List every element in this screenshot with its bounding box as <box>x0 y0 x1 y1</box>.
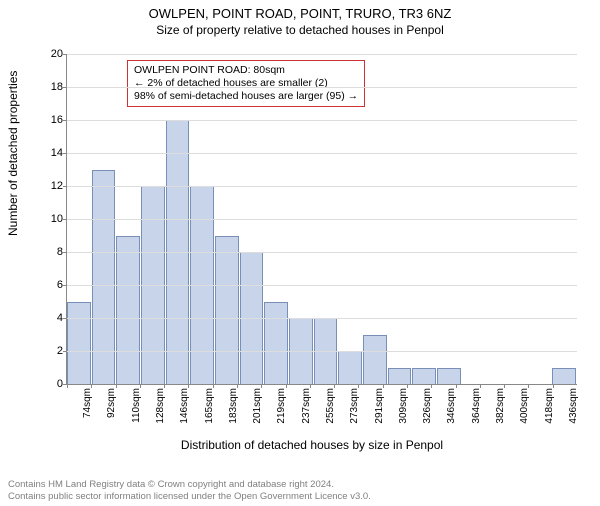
gridline <box>67 54 577 55</box>
plot-area: OWLPEN POINT ROAD: 80sqm ← 2% of detache… <box>66 54 577 385</box>
xtick-mark <box>407 384 408 388</box>
xtick-mark <box>286 384 287 388</box>
xtick-mark <box>67 384 68 388</box>
ytick-label: 4 <box>57 312 63 324</box>
ytick-mark <box>63 186 67 187</box>
xtick-label: 346sqm <box>446 388 457 424</box>
bar <box>264 302 288 385</box>
xtick-label: 291sqm <box>374 388 385 424</box>
xtick-label: 128sqm <box>155 388 166 424</box>
xtick-mark <box>553 384 554 388</box>
xtick-label: 364sqm <box>471 388 482 424</box>
xtick-label: 110sqm <box>131 388 142 423</box>
ytick-mark <box>63 120 67 121</box>
ytick-label: 10 <box>51 213 63 225</box>
ytick-mark <box>63 54 67 55</box>
xtick-mark <box>431 384 432 388</box>
xtick-mark <box>480 384 481 388</box>
chart-title: OWLPEN, POINT ROAD, POINT, TRURO, TR3 6N… <box>0 6 600 21</box>
bar <box>388 368 412 385</box>
xtick-label: 436sqm <box>568 388 579 424</box>
xtick-mark <box>261 384 262 388</box>
chart-subtitle: Size of property relative to detached ho… <box>0 23 600 37</box>
annotation-line3: 98% of semi-detached houses are larger (… <box>134 90 358 103</box>
bar <box>215 236 239 385</box>
ytick-label: 12 <box>51 180 63 192</box>
xtick-label: 326sqm <box>422 388 433 424</box>
bar <box>412 368 436 385</box>
xtick-mark <box>504 384 505 388</box>
xtick-label: 382sqm <box>495 388 506 424</box>
gridline <box>67 252 577 253</box>
xtick-label: 418sqm <box>544 388 555 424</box>
gridline <box>67 87 577 88</box>
xtick-mark <box>358 384 359 388</box>
ytick-label: 18 <box>51 81 63 93</box>
ytick-label: 0 <box>57 378 63 390</box>
xtick-mark <box>383 384 384 388</box>
xtick-mark <box>91 384 92 388</box>
xtick-mark <box>188 384 189 388</box>
gridline <box>67 186 577 187</box>
xtick-label: 237sqm <box>301 388 312 424</box>
footer-line2: Contains public sector information licen… <box>8 491 371 502</box>
ytick-label: 2 <box>57 345 63 357</box>
annotation-box: OWLPEN POINT ROAD: 80sqm ← 2% of detache… <box>127 60 365 107</box>
xtick-label: 74sqm <box>82 388 93 418</box>
xtick-label: 201sqm <box>252 388 263 424</box>
ytick-label: 6 <box>57 279 63 291</box>
xtick-label: 219sqm <box>276 388 287 424</box>
gridline <box>67 351 577 352</box>
bar <box>363 335 387 385</box>
xtick-mark <box>116 384 117 388</box>
bar <box>437 368 461 385</box>
ytick-label: 14 <box>51 147 63 159</box>
xtick-mark <box>528 384 529 388</box>
xtick-label: 309sqm <box>398 388 409 424</box>
xtick-label: 146sqm <box>179 388 190 424</box>
xtick-mark <box>237 384 238 388</box>
gridline <box>67 153 577 154</box>
footer-attribution: Contains HM Land Registry data © Crown c… <box>8 479 371 502</box>
xtick-mark <box>456 384 457 388</box>
ytick-mark <box>63 285 67 286</box>
gridline <box>67 318 577 319</box>
xtick-mark <box>213 384 214 388</box>
xtick-mark <box>334 384 335 388</box>
y-axis-label: Number of detached properties <box>6 71 20 236</box>
bar <box>116 236 140 385</box>
bar <box>338 351 362 384</box>
ytick-label: 20 <box>51 48 63 60</box>
ytick-label: 8 <box>57 246 63 258</box>
bar <box>552 368 576 385</box>
ytick-mark <box>63 153 67 154</box>
xtick-label: 183sqm <box>228 388 239 424</box>
xtick-label: 255sqm <box>325 388 336 424</box>
footer-line1: Contains HM Land Registry data © Crown c… <box>8 479 371 490</box>
annotation-line2: ← 2% of detached houses are smaller (2) <box>134 77 358 90</box>
x-axis-label: Distribution of detached houses by size … <box>42 438 582 452</box>
gridline <box>67 219 577 220</box>
ytick-mark <box>63 219 67 220</box>
ytick-mark <box>63 252 67 253</box>
annotation-line1: OWLPEN POINT ROAD: 80sqm <box>134 64 358 77</box>
ytick-label: 16 <box>51 114 63 126</box>
ytick-mark <box>63 318 67 319</box>
gridline <box>67 285 577 286</box>
ytick-mark <box>63 351 67 352</box>
xtick-label: 165sqm <box>204 388 215 424</box>
bar <box>67 302 91 385</box>
xtick-mark <box>164 384 165 388</box>
chart-container: OWLPEN POINT ROAD: 80sqm ← 2% of detache… <box>42 54 582 434</box>
gridline <box>67 120 577 121</box>
xtick-mark <box>310 384 311 388</box>
xtick-label: 273sqm <box>349 388 360 424</box>
ytick-mark <box>63 87 67 88</box>
xtick-label: 400sqm <box>519 388 530 424</box>
xtick-label: 92sqm <box>106 388 117 418</box>
xtick-mark <box>140 384 141 388</box>
